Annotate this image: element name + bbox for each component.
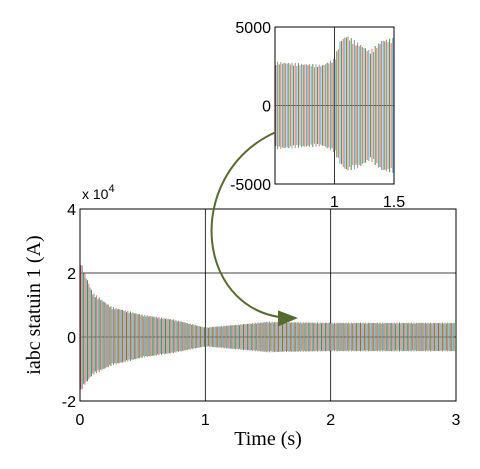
y-tick-label: -2 bbox=[62, 394, 76, 411]
x-tick-label: 0 bbox=[76, 412, 85, 429]
y-tick-label: 2 bbox=[67, 266, 76, 283]
y-tick-label: 0 bbox=[67, 330, 76, 347]
inset-plot-frame bbox=[274, 26, 395, 185]
inset-traces bbox=[275, 36, 394, 173]
zoom-arrow bbox=[210, 131, 298, 327]
x-tick-label: 3 bbox=[452, 412, 461, 429]
y-axis-label: iabc statuin 1 (A) bbox=[23, 235, 45, 374]
x-tick-label: 2 bbox=[326, 412, 335, 429]
y-tick-label: -5000 bbox=[230, 177, 271, 194]
x-axis-label: Time (s) bbox=[234, 428, 302, 450]
x-tick-label: 1 bbox=[201, 412, 210, 429]
inset-ticks: 1 1.5 5000 0 -5000 bbox=[230, 20, 405, 211]
main-plot-frame bbox=[79, 208, 457, 402]
y-axis-exponent: x 104 bbox=[82, 183, 115, 202]
main-traces bbox=[80, 265, 455, 390]
y-axis-exponent-power: 4 bbox=[108, 183, 114, 195]
inset-plot: 1 1.5 5000 0 -5000 bbox=[230, 20, 405, 211]
x-tick-label: 1 bbox=[330, 194, 339, 211]
main-grid bbox=[79, 208, 457, 402]
y-tick-label: 5000 bbox=[235, 20, 271, 37]
y-tick-label: 4 bbox=[67, 202, 76, 219]
y-tick-label: 0 bbox=[262, 99, 271, 116]
x-tick-label: 1.5 bbox=[383, 194, 405, 211]
y-axis-exponent-base: x 10 bbox=[82, 186, 109, 202]
